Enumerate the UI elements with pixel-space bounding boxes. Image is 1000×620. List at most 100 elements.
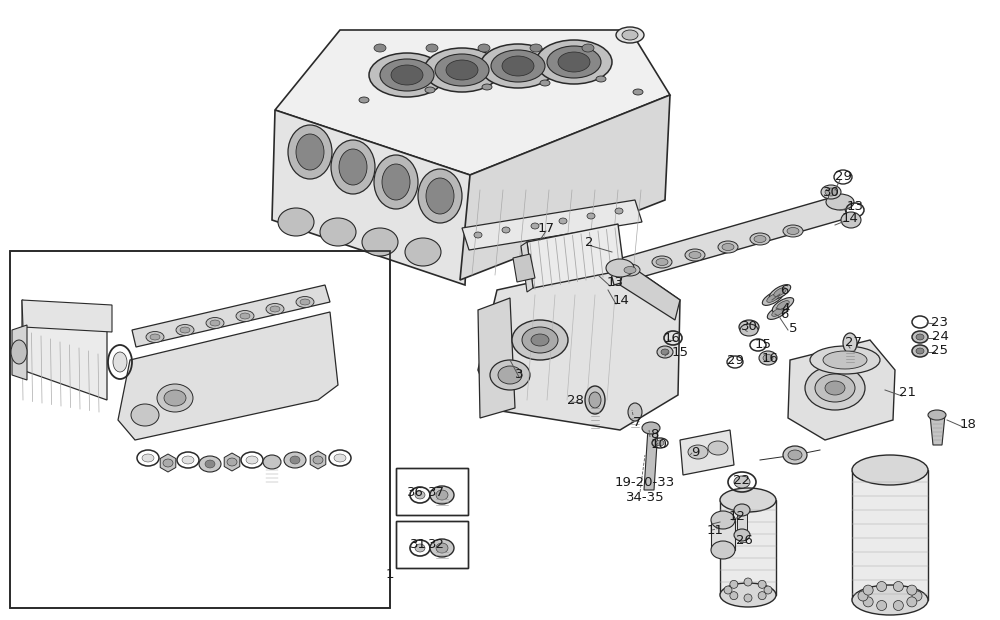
Text: 13: 13 [846, 200, 864, 213]
Text: 36: 36 [407, 485, 423, 498]
Ellipse shape [652, 256, 672, 268]
Text: 14: 14 [613, 294, 629, 308]
Ellipse shape [288, 125, 332, 179]
Circle shape [863, 585, 873, 595]
Ellipse shape [246, 456, 258, 464]
Ellipse shape [150, 334, 160, 340]
Ellipse shape [582, 44, 594, 52]
Ellipse shape [374, 155, 418, 209]
Ellipse shape [606, 259, 634, 277]
Text: 17: 17 [538, 221, 554, 234]
Polygon shape [132, 285, 330, 347]
Polygon shape [22, 300, 112, 332]
Ellipse shape [628, 403, 642, 421]
Ellipse shape [540, 80, 550, 86]
Ellipse shape [530, 44, 542, 52]
Ellipse shape [585, 386, 605, 414]
Circle shape [744, 594, 752, 602]
Ellipse shape [320, 218, 356, 246]
Ellipse shape [916, 334, 924, 340]
Ellipse shape [720, 488, 776, 512]
Polygon shape [521, 242, 533, 292]
Ellipse shape [718, 241, 738, 253]
Text: 11: 11 [706, 523, 724, 536]
Bar [852, 470, 928, 600]
Ellipse shape [912, 331, 928, 343]
Polygon shape [513, 254, 535, 282]
Ellipse shape [369, 53, 445, 97]
Text: 15: 15 [672, 345, 688, 358]
Ellipse shape [685, 249, 705, 261]
Ellipse shape [182, 456, 194, 464]
Ellipse shape [815, 374, 855, 402]
Ellipse shape [300, 299, 310, 305]
Polygon shape [608, 195, 848, 285]
Text: 31: 31 [410, 538, 426, 551]
Ellipse shape [787, 228, 799, 234]
Ellipse shape [711, 541, 735, 559]
Bar [10, 251, 390, 608]
Text: 27: 27 [844, 335, 862, 348]
Text: 7: 7 [633, 415, 641, 428]
Ellipse shape [502, 227, 510, 233]
Ellipse shape [587, 213, 595, 219]
Bar [396, 521, 468, 568]
Ellipse shape [711, 511, 735, 529]
Ellipse shape [113, 352, 127, 372]
Ellipse shape [767, 304, 789, 319]
Polygon shape [620, 262, 680, 320]
Text: 6: 6 [780, 285, 788, 298]
Ellipse shape [823, 351, 867, 369]
Ellipse shape [362, 228, 398, 256]
Circle shape [907, 585, 917, 595]
Text: 26: 26 [736, 533, 752, 546]
Ellipse shape [750, 233, 770, 245]
Ellipse shape [146, 332, 164, 342]
Ellipse shape [769, 285, 791, 299]
Ellipse shape [157, 384, 193, 412]
Ellipse shape [720, 583, 776, 607]
Text: 2: 2 [585, 236, 593, 249]
Ellipse shape [206, 317, 224, 329]
Text: 29: 29 [727, 353, 743, 366]
Polygon shape [527, 224, 624, 288]
Ellipse shape [656, 259, 668, 265]
Ellipse shape [474, 232, 482, 238]
Polygon shape [788, 340, 895, 440]
Text: 12: 12 [728, 510, 746, 523]
Bar [396, 521, 468, 568]
Ellipse shape [478, 44, 490, 52]
Ellipse shape [843, 333, 857, 353]
Ellipse shape [762, 291, 784, 306]
Polygon shape [680, 430, 734, 475]
Ellipse shape [657, 346, 673, 358]
Circle shape [893, 601, 903, 611]
Ellipse shape [759, 351, 777, 365]
Circle shape [724, 586, 732, 594]
Ellipse shape [199, 456, 221, 472]
Ellipse shape [284, 452, 306, 468]
Ellipse shape [596, 76, 606, 82]
Circle shape [863, 597, 873, 607]
Bar [396, 468, 468, 515]
Ellipse shape [916, 348, 924, 354]
Ellipse shape [774, 288, 786, 296]
Ellipse shape [290, 456, 300, 464]
Text: 37: 37 [428, 485, 444, 498]
Polygon shape [460, 95, 670, 280]
Text: 30: 30 [823, 185, 839, 198]
Ellipse shape [547, 46, 601, 78]
Ellipse shape [296, 296, 314, 308]
Ellipse shape [180, 327, 190, 333]
Ellipse shape [210, 320, 220, 326]
Text: 21: 21 [898, 386, 916, 399]
Polygon shape [118, 312, 338, 440]
Ellipse shape [522, 327, 558, 353]
Ellipse shape [435, 54, 489, 86]
Ellipse shape [616, 27, 644, 43]
Text: 30: 30 [741, 321, 757, 334]
Ellipse shape [502, 56, 534, 76]
Ellipse shape [131, 404, 159, 426]
Ellipse shape [772, 298, 794, 312]
Ellipse shape [559, 218, 567, 224]
